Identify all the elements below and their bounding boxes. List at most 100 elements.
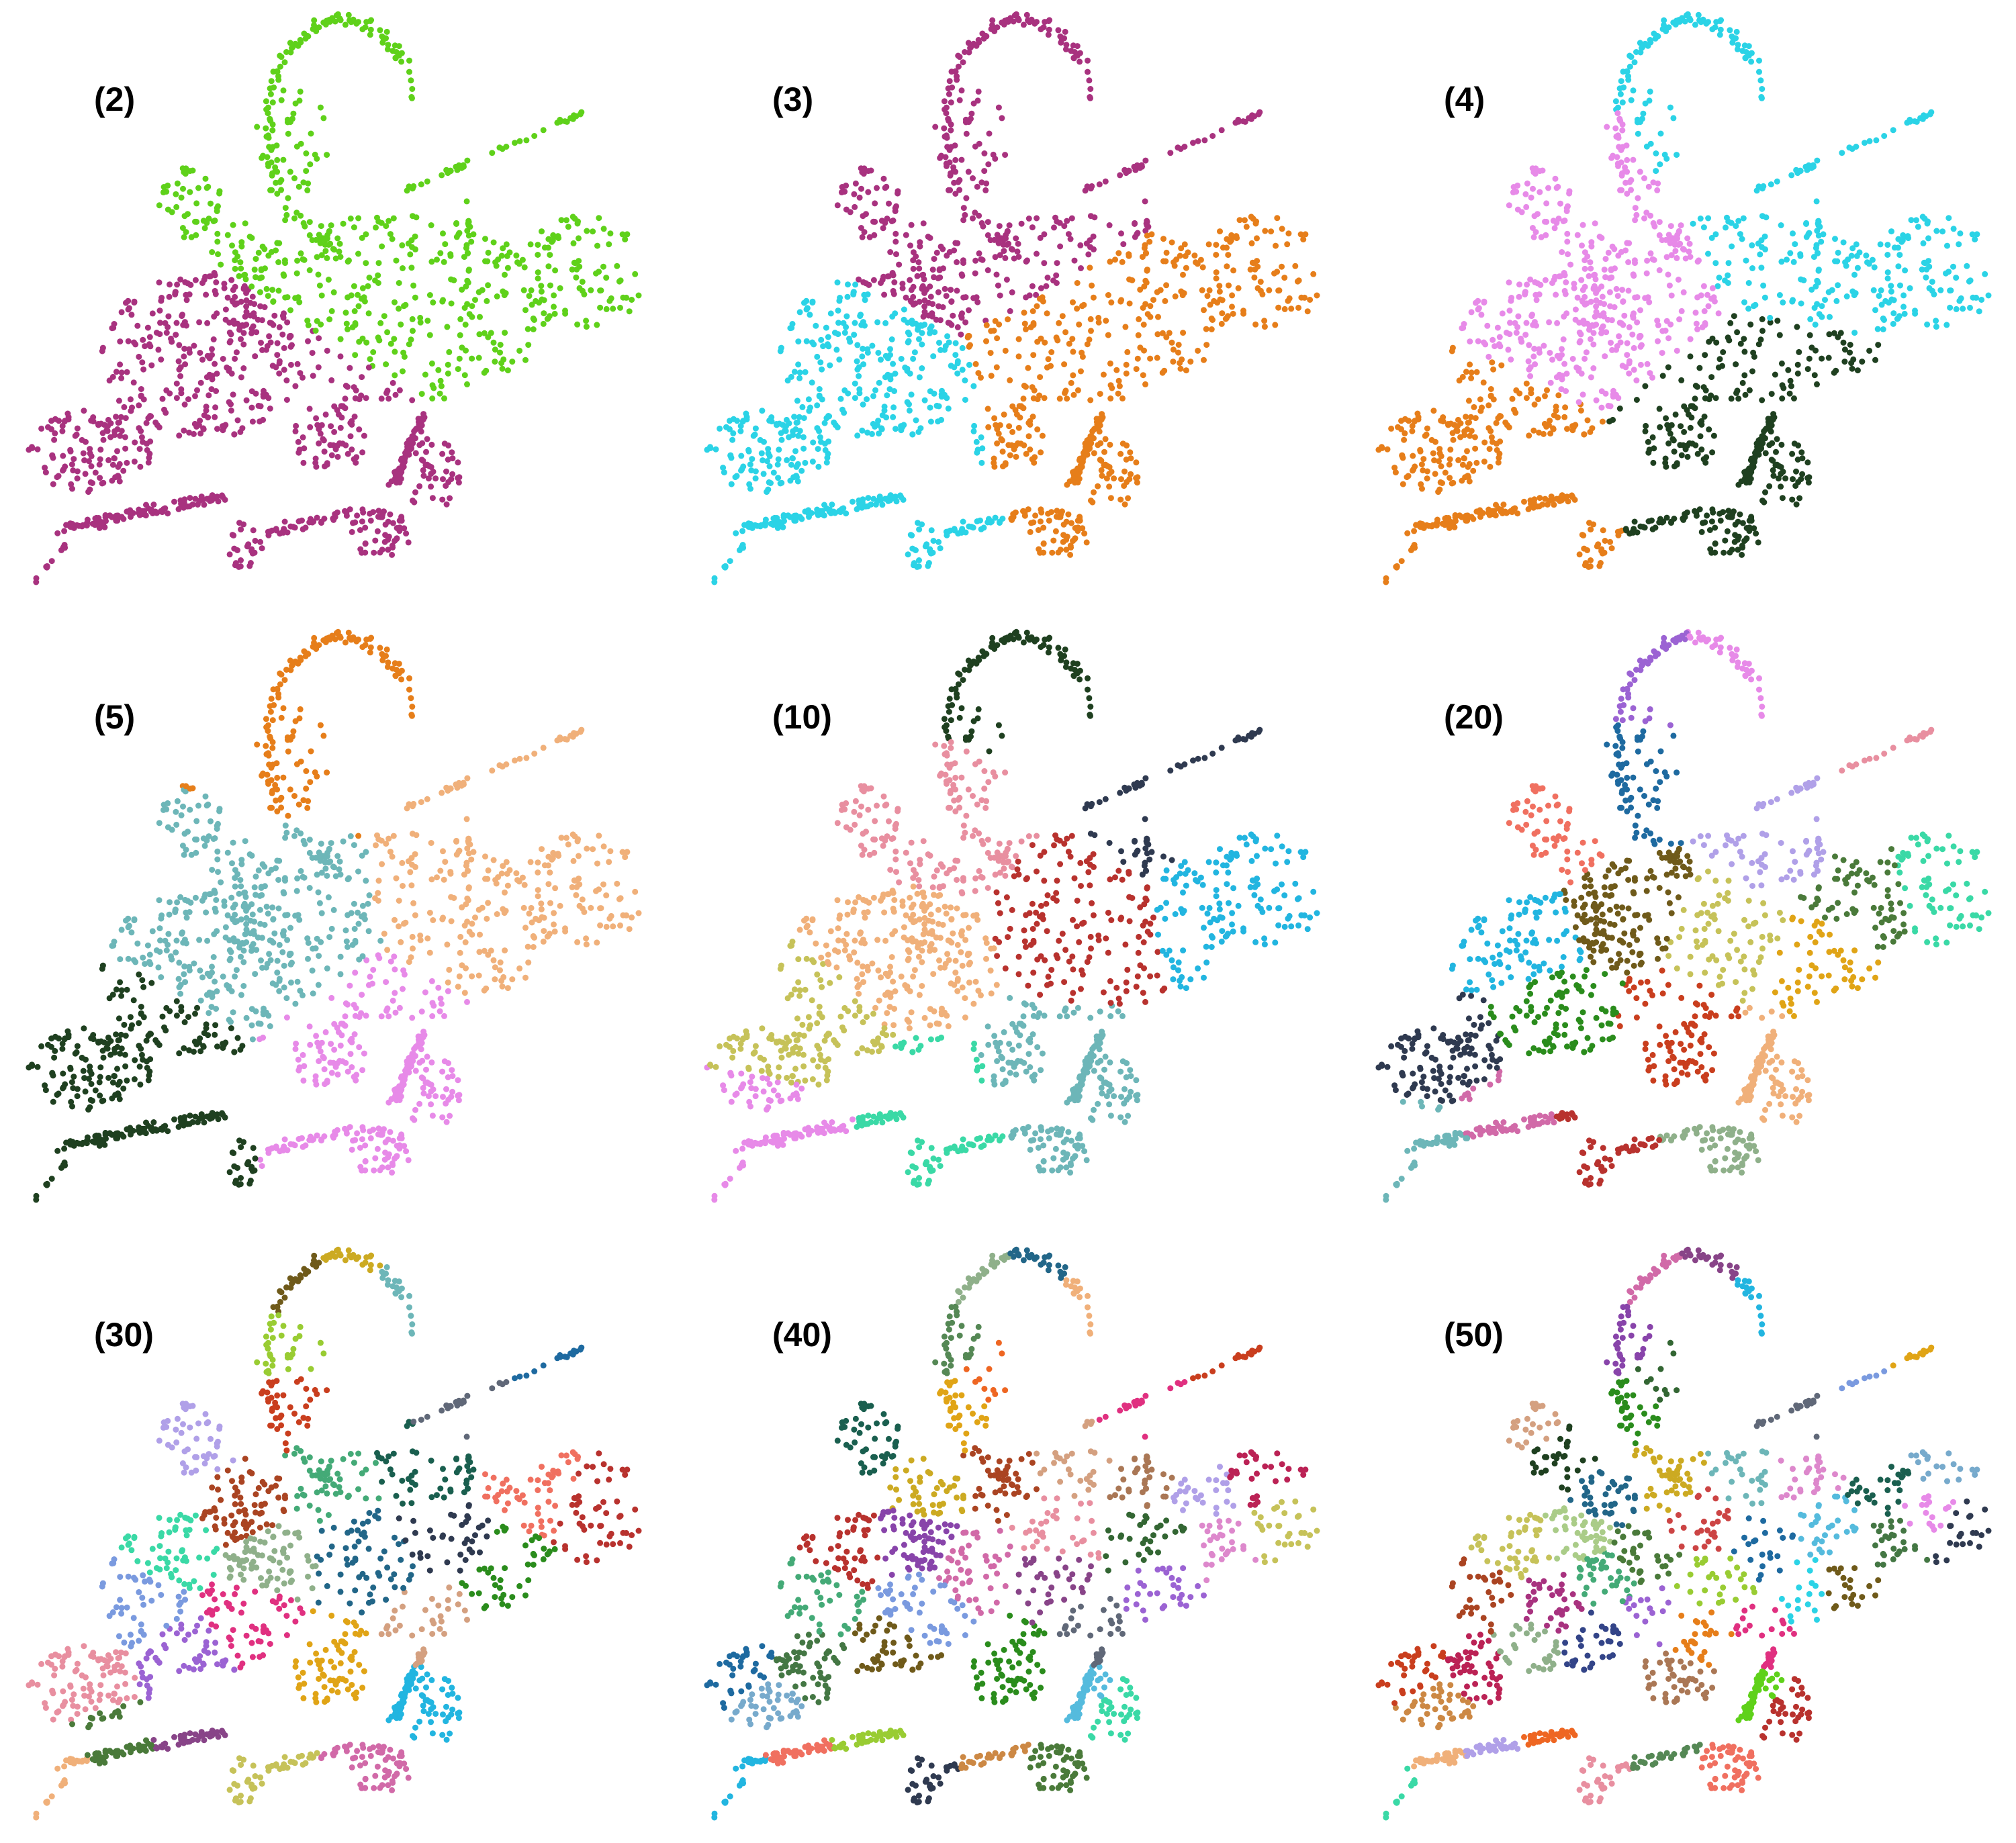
- node: [1791, 395, 1797, 401]
- node: [1484, 322, 1491, 329]
- node: [181, 1045, 187, 1051]
- node: [1201, 307, 1207, 314]
- node: [1409, 428, 1416, 434]
- node: [1782, 475, 1789, 482]
- node: [958, 331, 964, 338]
- node: [796, 375, 803, 381]
- node: [1749, 465, 1755, 471]
- node: [464, 228, 471, 234]
- node: [318, 422, 325, 428]
- node: [1840, 239, 1847, 246]
- node: [352, 519, 359, 526]
- node: [1173, 256, 1180, 263]
- node: [136, 402, 142, 409]
- node: [758, 450, 765, 457]
- node: [29, 444, 35, 451]
- node: [520, 287, 527, 293]
- node: [197, 430, 204, 437]
- node: [1574, 294, 1581, 301]
- node: [118, 309, 125, 316]
- node: [1647, 250, 1654, 256]
- node: [514, 259, 520, 266]
- node: [1656, 519, 1663, 526]
- node: [930, 538, 937, 544]
- node: [1001, 17, 1008, 24]
- node: [1506, 279, 1512, 286]
- node: [1025, 433, 1032, 440]
- node: [144, 446, 150, 453]
- node: [287, 333, 293, 339]
- node: [1100, 371, 1107, 378]
- node: [182, 361, 189, 368]
- node: [1013, 453, 1019, 460]
- node: [1446, 461, 1453, 468]
- node: [185, 396, 191, 403]
- node: [858, 322, 865, 328]
- node: [459, 286, 465, 293]
- node: [232, 283, 238, 290]
- node: [1618, 146, 1624, 153]
- node: [353, 638, 360, 645]
- node: [1652, 524, 1659, 531]
- node: [1121, 501, 1128, 508]
- node: [1710, 509, 1716, 516]
- node: [253, 329, 260, 336]
- node: [1438, 463, 1445, 469]
- node: [1128, 471, 1134, 477]
- node: [946, 339, 952, 346]
- node: [188, 234, 195, 240]
- node: [355, 291, 361, 298]
- node: [410, 328, 416, 334]
- node: [1563, 371, 1570, 377]
- node: [777, 348, 784, 355]
- node: [1608, 266, 1614, 273]
- node: [1557, 200, 1563, 207]
- node: [1285, 230, 1292, 237]
- node: [250, 323, 257, 330]
- node: [269, 127, 276, 134]
- node: [773, 521, 780, 528]
- node: [1554, 320, 1561, 326]
- node: [898, 356, 905, 362]
- node: [1743, 257, 1749, 264]
- node: [1402, 430, 1408, 436]
- node: [910, 265, 917, 272]
- node: [363, 231, 369, 238]
- node: [806, 408, 813, 414]
- node: [393, 257, 400, 264]
- node: [1584, 417, 1591, 424]
- node: [464, 775, 471, 782]
- node: [962, 397, 968, 403]
- node: [398, 58, 405, 65]
- node: [1430, 408, 1437, 414]
- node: [1268, 228, 1275, 235]
- node: [259, 274, 265, 281]
- node: [181, 213, 188, 220]
- node: [1686, 248, 1692, 255]
- node: [796, 309, 803, 316]
- node: [1950, 226, 1957, 232]
- node: [575, 218, 582, 225]
- node: [400, 368, 406, 375]
- node: [375, 280, 381, 286]
- node: [1548, 493, 1555, 500]
- node: [1523, 395, 1530, 401]
- node: [851, 332, 858, 338]
- node: [463, 816, 470, 822]
- node: [1614, 293, 1621, 299]
- node: [1252, 321, 1259, 328]
- node: [327, 442, 334, 448]
- node: [513, 252, 520, 259]
- node: [109, 991, 116, 998]
- node: [1052, 528, 1059, 534]
- node: [1424, 475, 1430, 482]
- node: [793, 420, 800, 426]
- node: [140, 366, 147, 373]
- node: [870, 218, 876, 225]
- node: [61, 544, 68, 551]
- node: [1410, 467, 1416, 474]
- node: [247, 299, 254, 306]
- node: [1087, 265, 1093, 271]
- node: [1177, 365, 1184, 372]
- node: [287, 361, 294, 368]
